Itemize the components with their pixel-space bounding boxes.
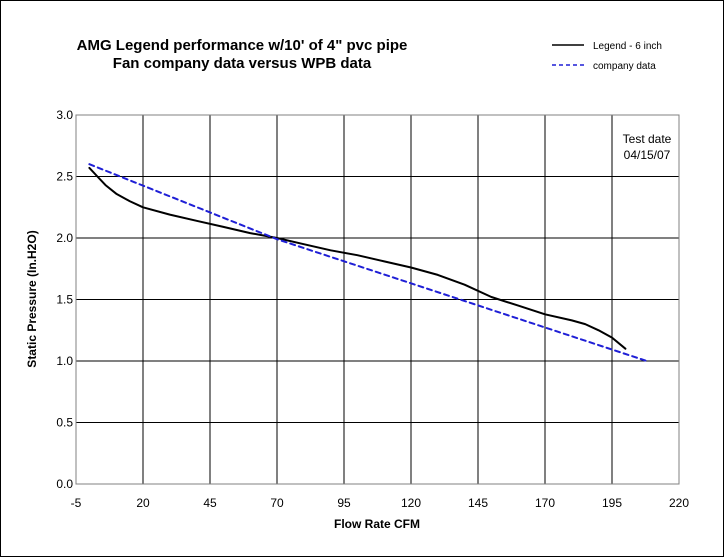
y-tick-label: 0.0: [56, 477, 73, 491]
y-tick-label: 2.5: [56, 170, 73, 184]
y-tick-label: 1.0: [56, 354, 73, 368]
y-tick-label: 1.5: [56, 293, 73, 307]
chart-subtitle: Fan company data versus WPB data: [113, 55, 372, 72]
legend-label-company-data: company data: [593, 61, 656, 72]
x-axis-label: Flow Rate CFM: [334, 517, 420, 531]
x-tick-label: 120: [401, 496, 421, 510]
x-tick-label: 145: [468, 496, 488, 510]
x-tick-label: 95: [337, 496, 351, 510]
x-tick-label: 195: [602, 496, 622, 510]
x-tick-label: 45: [203, 496, 217, 510]
y-tick-labels: 0.0 0.5 1.0 1.5 2.0 2.5 3.0: [56, 108, 73, 491]
test-date-label: Test date: [623, 132, 672, 146]
chart-title: AMG Legend performance w/10' of 4" pvc p…: [77, 37, 408, 54]
y-tick-label: 0.5: [56, 416, 73, 430]
gridlines: [76, 115, 679, 484]
x-tick-label: 170: [535, 496, 555, 510]
x-tick-label: 220: [669, 496, 689, 510]
legend-label-legend-6-inch: Legend - 6 inch: [593, 41, 662, 52]
series-line-company-data: [88, 163, 648, 362]
legend: Legend - 6 inch company data: [552, 41, 662, 72]
series-line-legend-6-inch: [88, 166, 627, 350]
y-axis-label: Static Pressure (In.H2O): [25, 230, 39, 367]
y-tick-label: 2.0: [56, 231, 73, 245]
x-tick-label: -5: [71, 496, 82, 510]
x-tick-label: 20: [136, 496, 150, 510]
x-tick-label: 70: [270, 496, 284, 510]
test-date-value: 04/15/07: [624, 148, 671, 162]
plot-border: [75, 114, 680, 485]
x-tick-labels: -5 20 45 70 95 120 145 170 195 220: [71, 496, 690, 510]
series-group: [88, 163, 648, 362]
y-tick-label: 3.0: [56, 108, 73, 122]
